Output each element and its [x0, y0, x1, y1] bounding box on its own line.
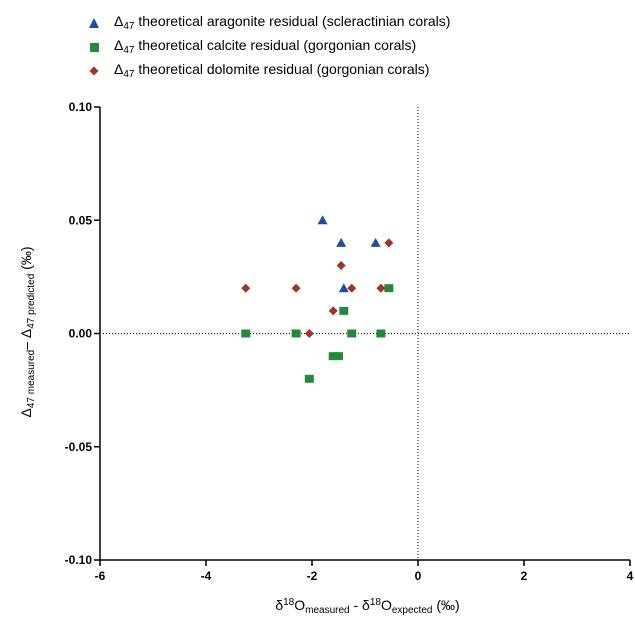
y-tick-label: 0.00: [69, 327, 93, 341]
legend-label-aragonite: Δ47 theoretical aragonite residual (scle…: [114, 12, 451, 32]
axes: -6 -4 -2 0 2 4 -0.10 -0.05 0.00 0.05 0.10: [65, 100, 634, 583]
legend: Δ47 theoretical aragonite residual (scle…: [88, 10, 450, 82]
aragonite-point: [317, 215, 328, 225]
x-tick-label: -2: [307, 569, 318, 583]
calcite-point: [334, 352, 343, 361]
calcite-point: [339, 306, 349, 315]
dolomite-point: [347, 283, 357, 293]
y-tick-label: -0.10: [65, 553, 93, 567]
dolomite-point: [328, 306, 338, 316]
aragonite-point: [336, 237, 347, 247]
x-tick-label: -4: [201, 569, 212, 583]
x-tick-label: -6: [95, 569, 106, 583]
calcite-point: [384, 284, 394, 293]
calcite-point: [376, 329, 386, 338]
y-tick-label: 0.05: [69, 213, 93, 227]
dolomite-point: [241, 283, 251, 293]
x-tick-label: 0: [415, 569, 422, 583]
y-tick-label: 0.10: [69, 100, 93, 114]
dolomite-point: [384, 238, 394, 248]
x-axis-label: δ18Omeasured - δ18Oexpected (‰): [275, 597, 460, 616]
legend-item-aragonite: Δ47 theoretical aragonite residual (scle…: [88, 10, 450, 34]
legend-item-dolomite: Δ47 theoretical dolomite residual (gorgo…: [88, 58, 450, 82]
x-tick-label: 2: [521, 569, 528, 583]
calcite-point: [304, 374, 314, 383]
dolomite-point: [304, 329, 314, 338]
legend-item-calcite: Δ47 theoretical calcite residual (gorgon…: [88, 34, 450, 58]
dolomite-point: [336, 261, 346, 271]
dolomite-point: [376, 283, 386, 293]
calcite-point: [328, 352, 338, 361]
diamond-marker-icon: [88, 64, 100, 76]
y-tick-label: -0.05: [65, 440, 93, 454]
square-marker-icon: [88, 40, 100, 52]
legend-label-dolomite: Δ47 theoretical dolomite residual (gorgo…: [114, 60, 430, 80]
triangle-marker-icon: [88, 16, 100, 28]
y-axis-label: Δ47 measured– Δ47 predicted (‰): [18, 246, 37, 418]
legend-label-calcite: Δ47 theoretical calcite residual (gorgon…: [114, 36, 417, 56]
data-points: [241, 215, 394, 383]
aragonite-point: [338, 283, 349, 293]
calcite-point: [241, 329, 251, 338]
aragonite-point: [370, 237, 381, 247]
dolomite-point: [291, 283, 301, 293]
calcite-point: [347, 329, 357, 338]
x-tick-label: 4: [627, 569, 634, 583]
reference-lines: [100, 107, 630, 560]
calcite-point: [291, 329, 301, 338]
